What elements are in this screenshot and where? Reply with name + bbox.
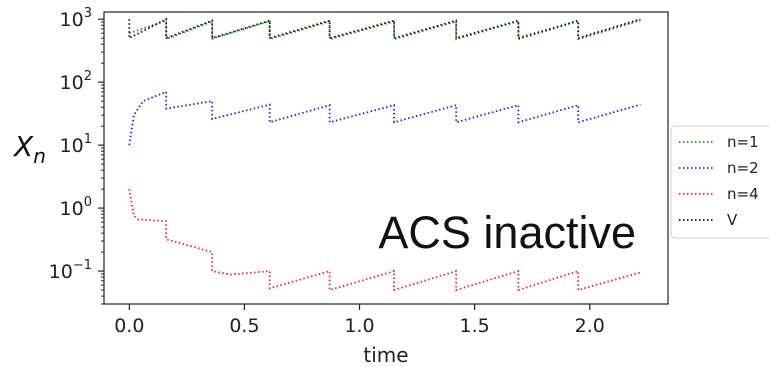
x-axis-label: time: [363, 343, 408, 367]
series-line-2: [128, 90, 641, 146]
y-tick-label-4: 100: [60, 195, 92, 220]
chart-annotation: ACS inactive: [378, 207, 636, 258]
x-tick-label-5: 2.0: [575, 315, 605, 337]
legend-label-4: V: [727, 211, 738, 229]
y-axis-label: Xn: [12, 130, 46, 168]
x-tick-label-4: 1.5: [460, 315, 490, 337]
legend-label-1: n=1: [727, 133, 759, 151]
y-tick-label-1: 103: [60, 6, 92, 31]
y-tick-label-5: 10−1: [49, 258, 92, 283]
x-axis-ticks: 0.0 0.5 1.0 1.5 2.0: [114, 304, 605, 337]
x-tick-label-3: 1.0: [344, 315, 374, 337]
y-axis-ticks: 103 102 101 100 10−1: [49, 6, 104, 305]
y-axis-label-main: X: [12, 130, 34, 163]
plot-frame: [103, 11, 669, 305]
legend-label-3: n=4: [727, 185, 759, 203]
legend-frame: [670, 125, 769, 239]
x-tick-label-2: 0.5: [229, 315, 259, 337]
y-tick-label-3: 101: [60, 132, 92, 157]
series-layer: [128, 17, 641, 292]
y-tick-label-2: 102: [60, 69, 92, 94]
legend-label-2: n=2: [727, 159, 759, 177]
x-tick-label-1: 0.0: [114, 315, 144, 337]
legend: n=1 n=2 n=4 V: [670, 125, 769, 239]
y-axis-label-subscript: n: [33, 144, 46, 168]
